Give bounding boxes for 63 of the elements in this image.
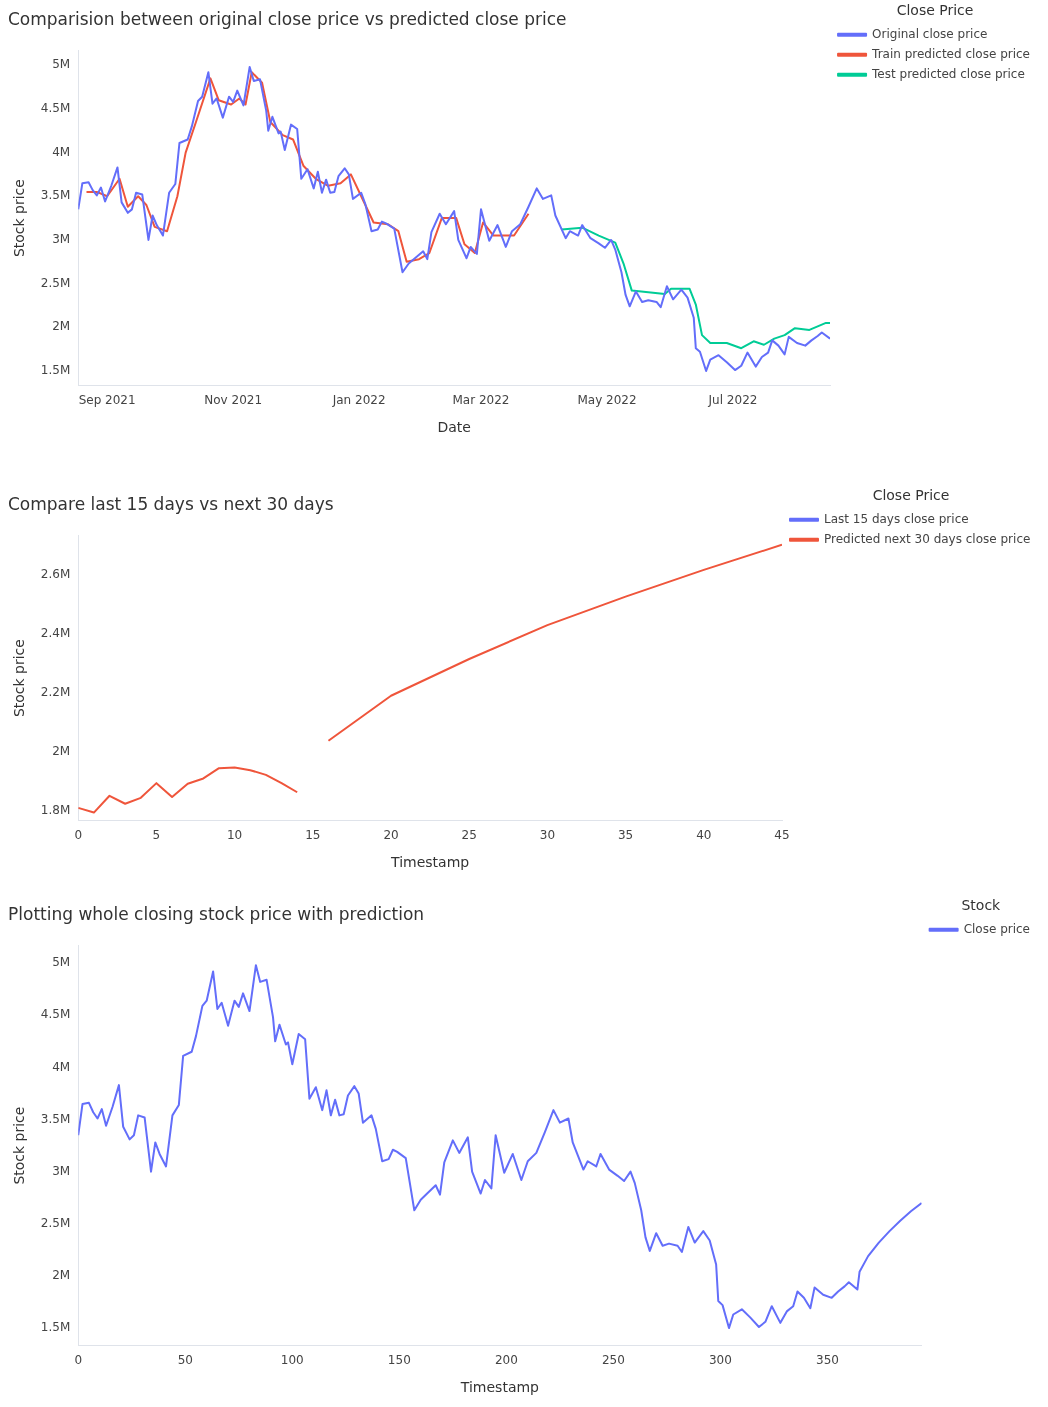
y-tick-label: 4.5M: [40, 101, 71, 116]
legend-title: Close Price: [872, 486, 950, 503]
y-axis-title: Stock price: [11, 1106, 28, 1185]
y-tick-label: 1.8M: [40, 802, 71, 817]
x-tick-label: 150: [387, 1353, 411, 1368]
x-tick-label: Jan 2022: [331, 393, 386, 408]
x-tick-label: 200: [494, 1353, 518, 1368]
y-tick-label: 3.5M: [40, 188, 71, 203]
legend-title: Close Price: [896, 1, 974, 18]
y-tick-label: 4.5M: [40, 1007, 71, 1022]
x-tick-label: 300: [708, 1353, 732, 1368]
y-tick-label: 2.5M: [40, 1215, 71, 1230]
y-tick-label: 2.2M: [40, 684, 71, 699]
y-tick-label: 2.4M: [40, 626, 71, 641]
x-tick-label: 350: [815, 1353, 839, 1368]
chart-title: Comparision between original close price vs predicted close price: [8, 8, 567, 29]
legend-title: Stock: [961, 896, 1002, 913]
y-axis-title: Stock price: [11, 179, 28, 258]
x-tick-label: 25: [461, 828, 477, 843]
x-tick-label: 50: [177, 1353, 193, 1368]
x-tick-label: Mar 2022: [452, 393, 510, 408]
legend-label: Last 15 days close price: [824, 511, 969, 526]
y-axis-title: Stock price: [11, 639, 28, 718]
x-axis-title: Date: [437, 419, 471, 436]
y-tick-label: 1.5M: [40, 1320, 71, 1335]
y-tick-label: 3M: [52, 1163, 71, 1178]
y-tick-label: 2M: [52, 319, 71, 334]
y-tick-label: 5M: [52, 955, 71, 970]
legend-label: Predicted next 30 days close price: [824, 531, 1031, 546]
legend-label: Close price: [963, 921, 1031, 936]
x-tick-label: 20: [383, 828, 399, 843]
x-axis-title: Timestamp: [459, 1379, 540, 1396]
x-axis-title: Timestamp: [390, 854, 470, 871]
x-tick-label: Nov 2021: [204, 393, 263, 408]
y-tick-label: 1.5M: [40, 363, 71, 378]
y-tick-label: 3M: [52, 232, 71, 247]
chart-title: Compare last 15 days vs next 30 days: [8, 493, 334, 514]
legend-label: Original close price: [872, 26, 988, 41]
y-tick-label: 2.5M: [40, 275, 71, 290]
y-tick-label: 2.6M: [40, 567, 71, 582]
x-tick-label: Sep 2021: [78, 393, 136, 408]
x-tick-label: 0: [74, 1353, 83, 1368]
x-tick-label: 45: [774, 828, 790, 843]
y-tick-label: 2M: [52, 1268, 71, 1283]
y-tick-label: 3.5M: [40, 1111, 71, 1126]
y-tick-label: 4M: [52, 1059, 71, 1074]
x-tick-label: 5: [152, 828, 161, 843]
x-tick-label: May 2022: [577, 393, 637, 408]
x-tick-label: 30: [539, 828, 556, 843]
x-tick-label: 0: [74, 828, 83, 843]
y-tick-label: 4M: [52, 144, 71, 159]
chart-title: Plotting whole closing stock price with prediction: [8, 903, 425, 924]
y-tick-label: 2M: [52, 743, 71, 758]
legend-label: Test predicted close price: [871, 66, 1025, 81]
x-tick-label: Jul 2022: [707, 393, 758, 408]
x-tick-label: 15: [305, 828, 321, 843]
x-tick-label: 40: [696, 828, 712, 843]
x-tick-label: 250: [601, 1353, 625, 1368]
x-tick-label: 35: [617, 828, 634, 843]
x-tick-label: 10: [226, 828, 243, 843]
y-tick-label: 5M: [52, 57, 71, 72]
legend-label: Train predicted close price: [871, 46, 1030, 61]
x-tick-label: 100: [280, 1353, 304, 1368]
